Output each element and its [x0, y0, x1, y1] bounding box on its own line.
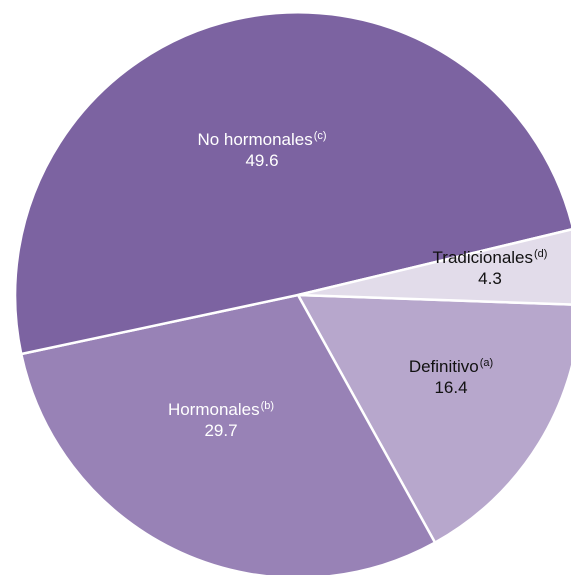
slice-name: Definitivo — [409, 357, 479, 376]
slice-value: 16.4 — [434, 378, 467, 397]
slice-label-definitivo: Definitivo(a) 16.4 — [409, 357, 493, 397]
pie-slice-hormonales — [19, 293, 437, 575]
slice-label-tradicionales: Tradicionales(d) 4.3 — [433, 248, 548, 288]
slice-value: 29.7 — [204, 421, 237, 440]
pie-slice-definitivo — [296, 293, 571, 544]
slice-note: (b) — [261, 400, 274, 412]
slice-value: 49.6 — [245, 151, 278, 170]
slice-label-hormonales: Hormonales(b) 29.7 — [168, 400, 274, 440]
slice-note: (d) — [534, 248, 547, 260]
slice-value: 4.3 — [478, 269, 502, 288]
slice-labels: Definitivo(a) 16.4 Hormonales(b) 29.7 No hor… — [168, 130, 548, 440]
pie-slice-no-hormonales — [13, 11, 571, 356]
slice-name: Tradicionales — [433, 248, 533, 267]
slice-note: (a) — [480, 357, 493, 369]
pie-slice-tradicionales — [296, 228, 571, 306]
slice-name: Hormonales — [168, 400, 260, 419]
pie-slices — [13, 11, 571, 575]
slice-label-no-hormonales: No hormonales(c) 49.6 — [197, 130, 326, 170]
slice-name: No hormonales — [197, 130, 312, 149]
slice-note: (c) — [314, 130, 327, 142]
